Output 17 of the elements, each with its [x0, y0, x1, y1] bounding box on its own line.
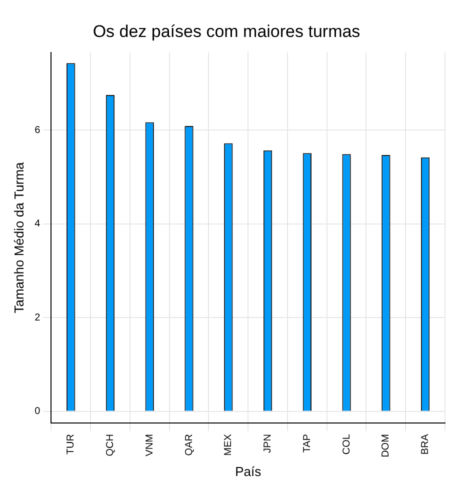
x-tick-label: DOM: [380, 434, 392, 458]
x-tick-label: VNM: [144, 434, 156, 456]
y-tick-label: 4: [34, 218, 41, 230]
x-tick-label: MEX: [223, 434, 234, 456]
y-tick-label: 2: [34, 312, 41, 324]
x-tick-label: JPN: [262, 434, 274, 453]
x-axis-title: País: [235, 464, 262, 479]
x-tick-label: QAR: [184, 434, 195, 456]
chart-title: Os dez países com maiores turmas: [92, 22, 360, 41]
x-tick-label: BRA: [420, 434, 432, 455]
y-tick-label: 6: [34, 124, 41, 136]
x-tick-label: TUR: [66, 434, 77, 455]
y-tick-label: 0: [34, 406, 41, 418]
x-tick-label: QCH: [104, 434, 116, 456]
x-tick-label: COL: [341, 434, 352, 455]
x-tick-label: TAP: [302, 434, 313, 453]
y-axis-title: Tamanho Médio da Turma: [11, 161, 26, 314]
